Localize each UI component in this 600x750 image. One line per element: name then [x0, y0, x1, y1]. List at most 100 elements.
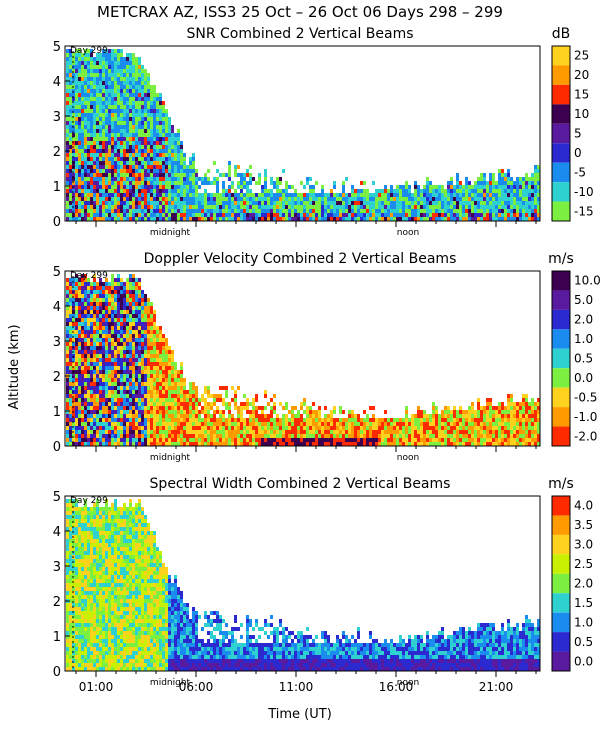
heatmap-cell	[234, 201, 237, 205]
heatmap-cell	[78, 318, 81, 322]
heatmap-cell	[504, 213, 507, 217]
heatmap-cell	[147, 125, 150, 129]
heatmap-cell	[99, 442, 102, 446]
heatmap-cell	[138, 418, 141, 422]
heatmap-cell	[252, 438, 255, 442]
heatmap-cell	[306, 181, 309, 185]
heatmap-cell	[165, 346, 168, 350]
heatmap-cell	[330, 197, 333, 201]
heatmap-cell	[111, 109, 114, 113]
heatmap-cell	[105, 61, 108, 65]
heatmap-cell	[105, 189, 108, 193]
heatmap-cell	[90, 282, 93, 286]
heatmap-cell	[225, 406, 228, 410]
heatmap-cell	[111, 338, 114, 342]
heatmap-cell	[366, 197, 369, 201]
heatmap-cell	[444, 189, 447, 193]
heatmap-cell	[114, 117, 117, 121]
heatmap-cell	[96, 326, 99, 330]
heatmap-cell	[108, 334, 111, 338]
heatmap-cell	[153, 141, 156, 145]
heatmap-cell	[237, 434, 240, 438]
heatmap-cell	[117, 294, 120, 298]
heatmap-cell	[105, 173, 108, 177]
heatmap-cell	[105, 53, 108, 57]
heatmap-cell	[309, 201, 312, 205]
heatmap-cell	[474, 213, 477, 217]
heatmap-cell	[162, 189, 165, 193]
heatmap-cell	[81, 426, 84, 430]
heatmap-cell	[69, 129, 72, 133]
heatmap-cell	[117, 53, 120, 57]
heatmap-cell	[126, 306, 129, 310]
heatmap-cell	[123, 358, 126, 362]
heatmap-cell	[75, 274, 78, 278]
heatmap-cell	[66, 358, 69, 362]
heatmap-cell	[183, 442, 186, 446]
heatmap-cell	[72, 73, 75, 77]
heatmap-cell	[69, 201, 72, 205]
heatmap-cell	[132, 350, 135, 354]
heatmap-cell	[72, 402, 75, 406]
heatmap-cell	[189, 418, 192, 422]
heatmap-cell	[72, 322, 75, 326]
heatmap-cell	[129, 350, 132, 354]
heatmap-cell	[156, 402, 159, 406]
heatmap-cell	[126, 81, 129, 85]
heatmap-cell	[180, 366, 183, 370]
heatmap-cell	[201, 205, 204, 209]
heatmap-cell	[249, 414, 252, 418]
heatmap-cell	[138, 105, 141, 109]
heatmap-cell	[498, 177, 501, 181]
heatmap-cell	[168, 189, 171, 193]
heatmap-cell	[333, 442, 336, 446]
heatmap-cell	[84, 73, 87, 77]
heatmap-cell	[531, 205, 534, 209]
heatmap-cell	[333, 406, 336, 410]
heatmap-cell	[102, 442, 105, 446]
heatmap-cell	[411, 197, 414, 201]
heatmap-cell	[303, 185, 306, 189]
heatmap-cell	[222, 181, 225, 185]
heatmap-cell	[381, 438, 384, 442]
heatmap-cell	[207, 406, 210, 410]
heatmap-cell	[489, 173, 492, 177]
heatmap-cell	[141, 338, 144, 342]
heatmap-cell	[246, 201, 249, 205]
heatmap-cell	[336, 418, 339, 422]
heatmap-cell	[87, 125, 90, 129]
heatmap-cell	[81, 418, 84, 422]
heatmap-cell	[480, 193, 483, 197]
heatmap-cell	[324, 434, 327, 438]
heatmap-cell	[108, 81, 111, 85]
heatmap-cell	[108, 49, 111, 53]
heatmap-cell	[246, 189, 249, 193]
heatmap-cell	[114, 193, 117, 197]
heatmap-cell	[183, 217, 186, 221]
heatmap-cell	[126, 394, 129, 398]
heatmap-cell	[99, 350, 102, 354]
heatmap-cell	[168, 358, 171, 362]
heatmap-cell	[117, 213, 120, 217]
heatmap-cell	[171, 145, 174, 149]
heatmap-cell	[324, 430, 327, 434]
heatmap-cell	[273, 402, 276, 406]
heatmap-cell	[81, 205, 84, 209]
heatmap-cell	[420, 442, 423, 446]
heatmap-cell	[297, 410, 300, 414]
heatmap-cell	[150, 382, 153, 386]
heatmap-cell	[84, 390, 87, 394]
heatmap-cell	[501, 181, 504, 185]
heatmap-cell	[159, 330, 162, 334]
heatmap-cell	[114, 209, 117, 213]
heatmap-cell	[276, 426, 279, 430]
heatmap-cell	[153, 129, 156, 133]
heatmap-cell	[75, 422, 78, 426]
heatmap-cell	[480, 181, 483, 185]
heatmap-cell	[219, 213, 222, 217]
heatmap-cell	[408, 185, 411, 189]
heatmap-cell	[420, 438, 423, 442]
heatmap-cell	[105, 298, 108, 302]
heatmap-cell	[171, 422, 174, 426]
heatmap-cell	[105, 278, 108, 282]
